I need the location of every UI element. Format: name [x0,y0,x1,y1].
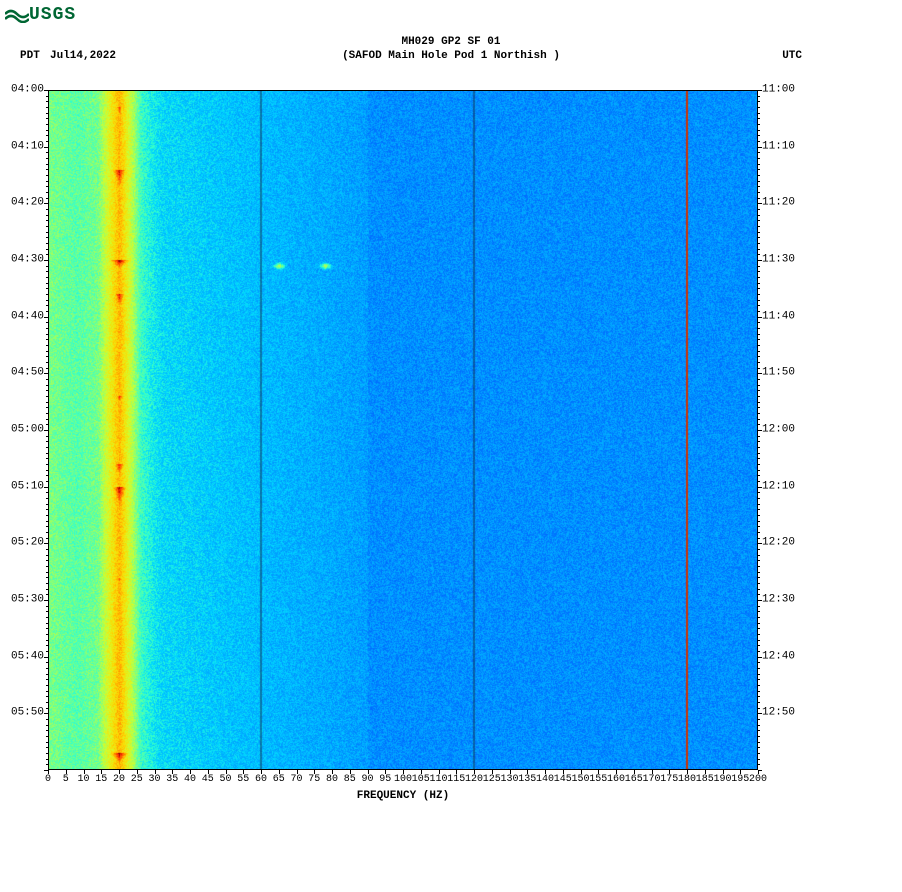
y-right-tick: 11:40 [762,311,810,322]
y-right-tick: 11:20 [762,198,810,209]
pdt-label: PDT [20,50,40,62]
x-tick: 5 [63,774,69,785]
x-tick: 45 [202,774,214,785]
x-axis-label: FREQUENCY (HZ) [48,790,758,802]
x-tick: 145 [554,774,572,785]
x-tick: 105 [412,774,430,785]
x-tick: 140 [536,774,554,785]
usgs-logo-text: USGS [29,5,76,25]
x-tick: 25 [131,774,143,785]
y-left-tick: 05:30 [0,595,44,606]
left-tickmarks [44,90,48,770]
x-tick: 185 [696,774,714,785]
y-right-tick: 12:00 [762,425,810,436]
y-right-tick: 12:50 [762,708,810,719]
x-tick: 165 [625,774,643,785]
x-tick: 150 [571,774,589,785]
x-tick: 175 [660,774,678,785]
date-label: Jul14,2022 [50,50,116,62]
y-left-tick: 05:00 [0,425,44,436]
x-tick: 20 [113,774,125,785]
x-tick: 90 [361,774,373,785]
y-left-tick: 04:20 [0,198,44,209]
x-tick: 195 [731,774,749,785]
y-left-tick: 05:40 [0,651,44,662]
x-tick: 135 [518,774,536,785]
x-tick: 10 [77,774,89,785]
x-tick: 50 [219,774,231,785]
y-left-tick: 05:20 [0,538,44,549]
x-tick: 35 [166,774,178,785]
y-axis-left: 04:0004:1004:2004:3004:4004:5005:0005:10… [0,90,48,770]
spectrogram-canvas [48,90,758,770]
y-left-tick: 04:10 [0,141,44,152]
y-right-tick: 11:30 [762,255,810,266]
y-axis-right: 11:0011:1011:2011:3011:4011:5012:0012:10… [758,90,806,770]
x-tick: 75 [308,774,320,785]
x-tick: 60 [255,774,267,785]
y-left-tick: 04:40 [0,311,44,322]
x-tick: 95 [379,774,391,785]
chart-title-line1: MH029 GP2 SF 01 [0,36,902,48]
x-tick: 125 [483,774,501,785]
x-tick: 0 [45,774,51,785]
y-right-tick: 11:00 [762,85,810,96]
x-tick: 160 [607,774,625,785]
y-right-tick: 11:10 [762,141,810,152]
y-right-tick: 12:20 [762,538,810,549]
x-tick: 115 [447,774,465,785]
x-tick: 155 [589,774,607,785]
y-right-tick: 12:10 [762,481,810,492]
y-left-tick: 05:10 [0,481,44,492]
x-tick: 30 [148,774,160,785]
x-tick: 100 [394,774,412,785]
x-tick: 40 [184,774,196,785]
spectrogram-plot [48,90,758,770]
x-tick: 110 [429,774,447,785]
x-tick: 85 [344,774,356,785]
utc-label: UTC [782,50,802,62]
x-tick: 180 [678,774,696,785]
x-tick: 65 [273,774,285,785]
y-left-tick: 04:30 [0,255,44,266]
x-tick: 120 [465,774,483,785]
x-tick: 55 [237,774,249,785]
usgs-logo: USGS [5,5,76,25]
x-tick: 170 [642,774,660,785]
y-right-tick: 11:50 [762,368,810,379]
right-tickmarks [758,90,762,770]
x-tick: 80 [326,774,338,785]
y-left-tick: 04:00 [0,85,44,96]
x-tick: 70 [290,774,302,785]
x-tick: 130 [500,774,518,785]
x-tick: 200 [749,774,767,785]
chart-title-line2: (SAFOD Main Hole Pod 1 Northish ) [0,50,902,62]
y-left-tick: 05:50 [0,708,44,719]
y-right-tick: 12:30 [762,595,810,606]
x-tick: 190 [713,774,731,785]
x-tick: 15 [95,774,107,785]
y-left-tick: 04:50 [0,368,44,379]
y-right-tick: 12:40 [762,651,810,662]
